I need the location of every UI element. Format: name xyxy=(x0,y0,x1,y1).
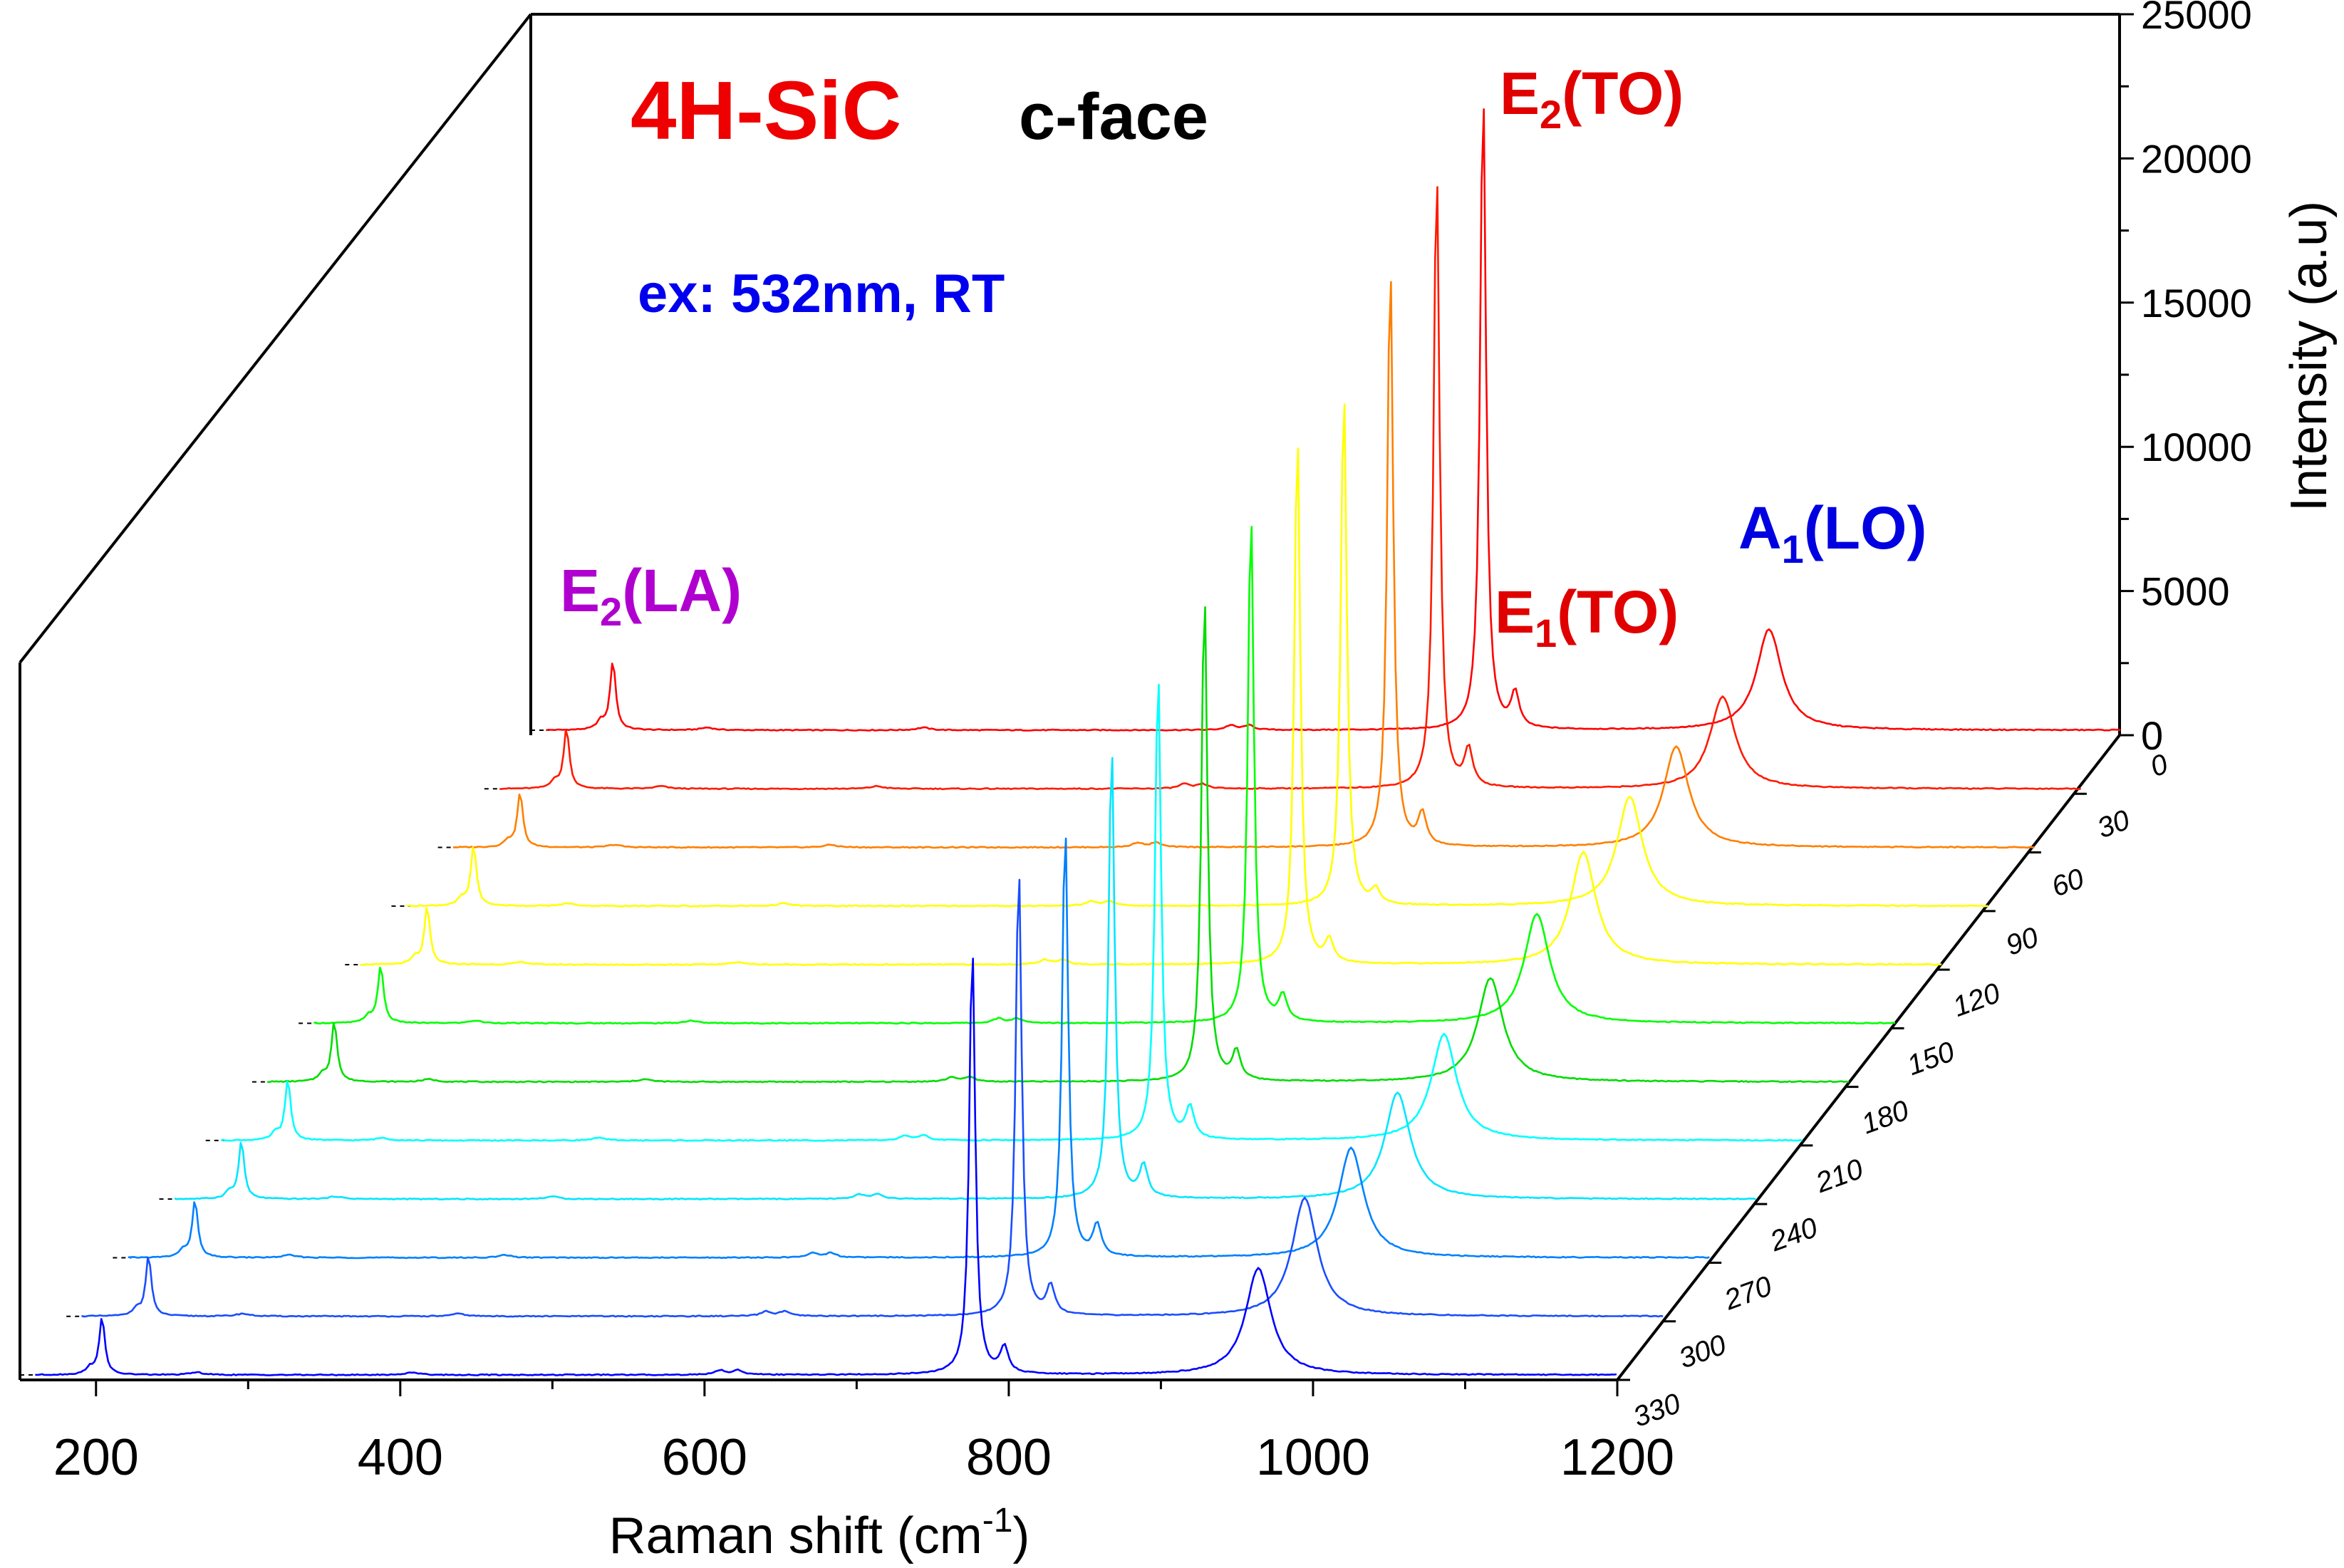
depth-tick-label: 300 xyxy=(1675,1329,1731,1374)
peak-label-e2la-main: E xyxy=(560,557,600,624)
y-tick-label: 0 xyxy=(2141,713,2163,758)
spectrum-300 xyxy=(81,878,1664,1318)
chart-subtitle: c-face xyxy=(1019,81,1208,153)
peak-label-e2la-sub: 2 xyxy=(600,589,622,634)
depth-axis-line xyxy=(1616,734,2121,1381)
y-tick-label: 10000 xyxy=(2141,425,2252,469)
x-tick-label: 200 xyxy=(53,1429,139,1486)
spectrum-120 xyxy=(360,447,1942,966)
y-tick-label: 5000 xyxy=(2141,569,2230,614)
spectrum-60 xyxy=(452,281,2035,849)
depth-tick-label: 240 xyxy=(1765,1212,1822,1258)
y-axis-title: Intensity (a.u) xyxy=(2281,201,2338,512)
excitation-condition: ex: 532nm, RT xyxy=(638,264,1005,324)
depth-tick-label: 270 xyxy=(1720,1270,1776,1317)
peak-label-a1lo-rest: (LO) xyxy=(1804,494,1927,561)
depth-tick-label: 60 xyxy=(2048,863,2088,903)
peak-label-e1to-sub: 1 xyxy=(1535,611,1557,655)
spectrum-270 xyxy=(128,837,1710,1260)
peak-label-a1lo: A1(LO) xyxy=(1738,494,1926,571)
x-axis-title: Raman shift (cm-1) xyxy=(609,1502,1030,1564)
x-tick-label: 800 xyxy=(966,1429,1052,1486)
depth-tick-label: 210 xyxy=(1811,1153,1867,1200)
spectrum-210 xyxy=(220,683,1803,1142)
x-tick-label: 600 xyxy=(662,1429,747,1486)
peak-label-e2la: E2(LA) xyxy=(560,557,742,634)
peak-label-e2to-sub: 2 xyxy=(1540,92,1562,137)
peak-label-e1to-rest: (TO) xyxy=(1557,578,1679,645)
spectrum-180 xyxy=(267,606,1850,1084)
peak-label-e2la-rest: (LA) xyxy=(622,557,742,624)
y-tick-label: 15000 xyxy=(2141,281,2252,326)
axis-ticks xyxy=(20,13,2134,1396)
spectrum-330 xyxy=(35,957,1617,1376)
peak-label-e2to-main: E xyxy=(1500,60,1540,127)
spectrum-90 xyxy=(406,403,1988,908)
depth-tick-label: 0 xyxy=(2147,748,2172,783)
peak-label-e2to: E2(TO) xyxy=(1500,60,1684,137)
y-tick-label: 20000 xyxy=(2141,136,2252,181)
spectrum-150 xyxy=(313,526,1896,1025)
depth-tick-label: 330 xyxy=(1629,1388,1685,1433)
tick-labels: 200 400 600 800 1000 120005000100001500020000… xyxy=(53,0,2252,1486)
spectrum-30 xyxy=(499,186,2082,791)
chart-title: 4H-SiC xyxy=(631,64,901,157)
y-tick-label: 25000 xyxy=(2141,0,2252,37)
peak-label-e1to: E1(TO) xyxy=(1495,578,1679,655)
x-axis-title-end: ) xyxy=(1012,1507,1030,1564)
spectrum-0 xyxy=(546,108,2121,732)
depth-tick-label: 120 xyxy=(1949,977,2004,1023)
depth-tick-label: 90 xyxy=(2002,921,2043,962)
depth-tick-label: 30 xyxy=(2093,804,2134,845)
spectra xyxy=(35,108,2121,1376)
x-axis-title-sup: -1 xyxy=(982,1502,1013,1540)
x-tick-label: 400 xyxy=(358,1429,443,1486)
peak-label-e2to-rest: (TO) xyxy=(1562,60,1684,127)
box-left-diagonal xyxy=(19,13,532,664)
x-tick-label: 1200 xyxy=(1560,1429,1674,1486)
x-tick-label: 1000 xyxy=(1256,1429,1370,1486)
peak-label-a1lo-sub: 1 xyxy=(1782,526,1804,571)
depth-tick-label: 150 xyxy=(1903,1036,1959,1081)
peak-label-a1lo-main: A xyxy=(1738,494,1782,561)
spectrum-240 xyxy=(174,757,1756,1200)
peak-label-e1to-main: E xyxy=(1495,578,1535,645)
depth-tick-label: 180 xyxy=(1857,1094,1913,1140)
x-axis-title-main: Raman shift (cm xyxy=(609,1507,982,1564)
